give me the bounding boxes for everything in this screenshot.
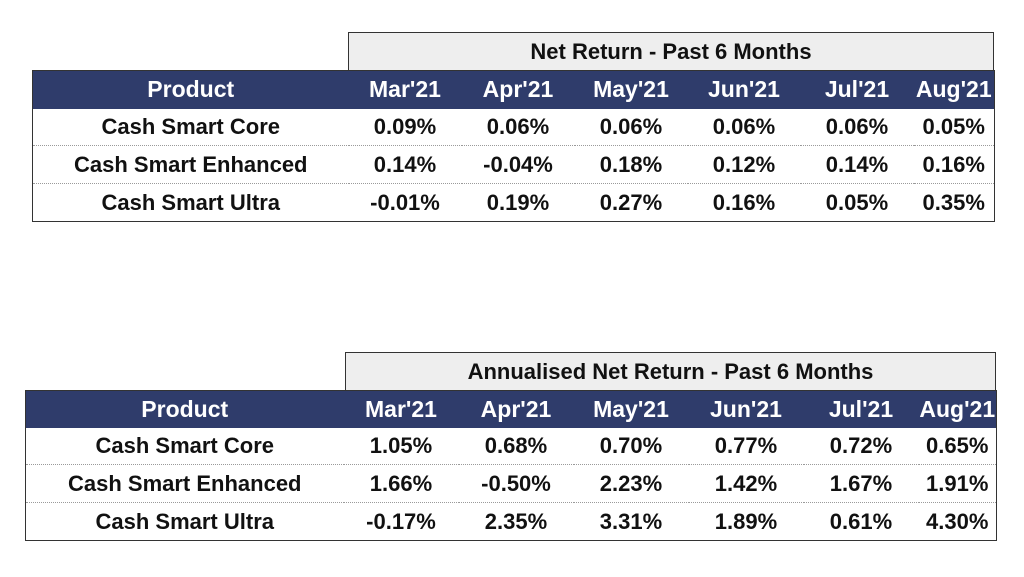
- value-cell: 0.61%: [803, 502, 919, 541]
- column-header: May'21: [573, 390, 689, 428]
- table-row: Cash Smart Ultra -0.01% 0.19% 0.27% 0.16…: [32, 183, 995, 222]
- value-cell: 0.68%: [484, 432, 548, 458]
- product-cell: Cash Smart Core: [95, 432, 274, 458]
- column-header: Apr'21: [458, 390, 574, 428]
- column-header: May'21: [574, 70, 688, 109]
- value-cell: 1.05%: [369, 432, 433, 458]
- value-cell: 1.67%: [803, 464, 919, 503]
- product-cell: Cash Smart Ultra: [25, 502, 344, 541]
- value-cell: 0.06%: [599, 113, 663, 139]
- value-cell: 1.42%: [688, 464, 804, 503]
- value-cell: 1.91%: [918, 464, 997, 503]
- table-row: Cash Smart Enhanced 0.14% -0.04% 0.18% 0…: [32, 145, 995, 184]
- value-cell: 3.31%: [573, 502, 689, 541]
- value-cell: 0.05%: [800, 183, 914, 222]
- product-cell: Cash Smart Enhanced: [25, 464, 344, 503]
- value-cell: 0.65%: [926, 432, 989, 458]
- column-header: Jul'21: [803, 390, 919, 428]
- value-cell: 0.77%: [714, 432, 778, 458]
- value-cell: 0.09%: [373, 113, 437, 139]
- value-cell: 4.30%: [918, 502, 997, 541]
- column-header: Aug'21: [913, 70, 995, 109]
- value-cell: 0.19%: [461, 183, 575, 222]
- column-header: Mar'21: [348, 70, 462, 109]
- table-row: Cash Smart Enhanced 1.66% -0.50% 2.23% 1…: [25, 464, 997, 503]
- value-cell: -0.17%: [343, 502, 459, 541]
- value-cell: 0.14%: [800, 145, 914, 184]
- product-cell: Cash Smart Ultra: [32, 183, 349, 222]
- header-row: Product Mar'21 Apr'21 May'21 Jun'21 Jul'…: [25, 390, 997, 428]
- value-cell: 0.14%: [348, 145, 462, 184]
- column-header: Product: [32, 70, 349, 109]
- value-cell: -0.04%: [461, 145, 575, 184]
- value-cell: 0.72%: [829, 432, 893, 458]
- value-cell: -0.01%: [348, 183, 462, 222]
- value-cell: 2.35%: [458, 502, 574, 541]
- value-cell: 0.05%: [922, 113, 985, 139]
- column-header: Aug'21: [918, 390, 997, 428]
- value-cell: 0.70%: [599, 432, 663, 458]
- value-cell: 1.66%: [343, 464, 459, 503]
- table-row: Cash Smart Core 0.09% 0.06% 0.06% 0.06% …: [33, 109, 995, 146]
- header-row: Product Mar'21 Apr'21 May'21 Jun'21 Jul'…: [32, 70, 995, 109]
- product-cell: Cash Smart Core: [101, 113, 280, 139]
- column-header: Apr'21: [461, 70, 575, 109]
- value-cell: -0.50%: [458, 464, 574, 503]
- value-cell: 0.18%: [574, 145, 688, 184]
- product-cell: Cash Smart Enhanced: [32, 145, 349, 184]
- table-row: Cash Smart Core 1.05% 0.68% 0.70% 0.77% …: [26, 428, 997, 465]
- value-cell: 0.16%: [687, 183, 801, 222]
- net-return-table: Product Mar'21 Apr'21 May'21 Jun'21 Jul'…: [32, 70, 995, 222]
- table-caption: Net Return - Past 6 Months: [348, 32, 994, 70]
- column-header: Jun'21: [687, 70, 801, 109]
- value-cell: 0.06%: [825, 113, 889, 139]
- table-caption: Annualised Net Return - Past 6 Months: [345, 352, 996, 390]
- column-header: Mar'21: [343, 390, 459, 428]
- value-cell: 2.23%: [573, 464, 689, 503]
- table-row: Cash Smart Ultra -0.17% 2.35% 3.31% 1.89…: [25, 502, 997, 541]
- value-cell: 0.35%: [913, 183, 995, 222]
- column-header: Jun'21: [688, 390, 804, 428]
- value-cell: 0.06%: [712, 113, 776, 139]
- column-header: Product: [25, 390, 344, 428]
- value-cell: 0.16%: [913, 145, 995, 184]
- value-cell: 1.89%: [688, 502, 804, 541]
- annualised-return-table: Product Mar'21 Apr'21 May'21 Jun'21 Jul'…: [25, 390, 997, 541]
- value-cell: 0.27%: [574, 183, 688, 222]
- value-cell: 0.06%: [486, 113, 550, 139]
- value-cell: 0.12%: [687, 145, 801, 184]
- column-header: Jul'21: [800, 70, 914, 109]
